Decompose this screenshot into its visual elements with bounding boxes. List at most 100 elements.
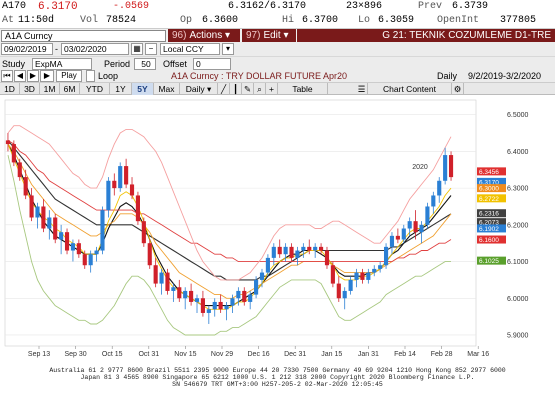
price-tag-label: 6.2316	[479, 211, 499, 218]
offset-input[interactable]: 0	[193, 58, 231, 70]
chart-content-button[interactable]: Chart Content	[368, 83, 452, 95]
candle-body	[147, 243, 152, 266]
edit-label: Edit	[263, 30, 281, 41]
line-chart-icon[interactable]: ╱	[218, 83, 230, 95]
price-tag-label: 6.2722	[479, 196, 499, 203]
candle-body	[200, 298, 205, 313]
price-tag-background	[477, 167, 506, 176]
candle-body	[189, 290, 194, 302]
page-title: G 21: TEKNIK COZUMLEME D1-TRE	[297, 29, 555, 43]
footer-line-2: Japan 81 3 4565 8900 Singapore 65 6212 1…	[80, 374, 475, 381]
series-line	[7, 140, 452, 263]
table-button[interactable]: Table	[278, 83, 328, 95]
offset-label: Offset	[163, 59, 187, 69]
currency-select[interactable]: Local CCY	[160, 43, 220, 55]
calendar-icon[interactable]: ▦	[131, 43, 143, 55]
tab-5y[interactable]: 5Y	[132, 83, 154, 95]
candle-body	[431, 195, 436, 207]
actions-label: Actions	[189, 30, 223, 41]
end-date-field[interactable]: 03/02/2020	[61, 43, 129, 55]
candle-body	[419, 224, 424, 233]
price-tag-label: 6.1600	[479, 237, 499, 244]
candle-chart-icon[interactable]: ┃	[230, 83, 242, 95]
prev-value: 6.3739	[452, 1, 489, 12]
candle-body	[224, 305, 229, 310]
candle-body	[348, 279, 353, 291]
study-select[interactable]: ExpMA	[32, 58, 92, 70]
price-tag-background	[477, 194, 506, 203]
candle-body	[389, 235, 395, 247]
loop-checkbox[interactable]	[86, 70, 95, 82]
candle-body	[307, 246, 312, 251]
command-toolbar: A1A Curncy 96) Actions ▾ 97) Edit ▾ G 21: …	[0, 28, 555, 43]
vol-value: 78524	[106, 15, 137, 26]
candle-body	[413, 221, 418, 233]
x-tick-label: Jan 15	[321, 351, 342, 358]
play-button[interactable]: Play	[56, 70, 82, 82]
tab-ytd[interactable]: YTD	[80, 83, 110, 95]
time-value: 11:50d	[18, 15, 55, 26]
time-label: At	[2, 15, 15, 26]
high-value: 6.3700	[302, 15, 339, 26]
x-tick-label: Sep 13	[28, 351, 50, 358]
study-row: Study ExpMA Period 50 Offset 0	[0, 56, 555, 70]
start-date-field[interactable]: 09/02/2019	[1, 43, 53, 55]
candle-body	[366, 272, 371, 280]
period-select[interactable]: Daily ▾	[180, 83, 218, 95]
skip-back-icon[interactable]: ⏮	[1, 70, 13, 82]
chevron-down-icon[interactable]: ▾	[222, 43, 234, 55]
tab-1d[interactable]: 1D	[0, 83, 20, 95]
x-tick-label: Nov 15	[174, 351, 196, 358]
tab-1y[interactable]: 1Y	[110, 83, 132, 95]
candle-body	[47, 217, 52, 229]
chart-content-icon[interactable]: ☰	[356, 83, 368, 95]
candle-body	[301, 246, 306, 251]
step-forward-icon[interactable]: ▶	[27, 70, 39, 82]
price-chart[interactable]: 6.5000 6.4000 6.3000 6.2000 6.1000 6.0000 5.90…	[0, 96, 555, 366]
x-tick-label: Dec 31	[284, 351, 306, 358]
open-label: Op	[180, 15, 193, 26]
draw-icon[interactable]: ✎	[242, 83, 254, 95]
x-tick-label: Nov 29	[211, 351, 233, 358]
candle-body	[17, 162, 22, 178]
candle-body	[407, 221, 412, 229]
tab-max[interactable]: Max	[154, 83, 180, 95]
price-tag-background	[477, 256, 506, 265]
candle-body	[372, 268, 377, 273]
edit-menu-button[interactable]: 97) Edit ▾	[242, 29, 296, 43]
step-back-icon[interactable]: ◀	[14, 70, 26, 82]
tab-1m[interactable]: 1M	[40, 83, 60, 95]
settings-icon[interactable]: ⚙	[452, 83, 464, 95]
candle-body	[425, 206, 430, 225]
chart-svg[interactable]: 6.5000 6.4000 6.3000 6.2000 6.1000 6.0000 5.90…	[0, 96, 555, 366]
edit-number: 97)	[246, 30, 261, 41]
play-icon[interactable]: ▶	[40, 70, 54, 82]
crosshair-icon[interactable]: +	[266, 83, 278, 95]
tab-6m[interactable]: 6M	[60, 83, 80, 95]
plot-area	[4, 99, 477, 347]
candle-body	[324, 250, 330, 266]
actions-menu-button[interactable]: 96) Actions ▾	[168, 29, 240, 43]
last-price: 6.3170	[38, 1, 78, 13]
x-tick-label: Feb 28	[431, 351, 453, 358]
candle-body	[378, 265, 383, 269]
period-input[interactable]: 50	[134, 58, 156, 70]
zoom-icon[interactable]: ⌕	[254, 83, 266, 95]
candle-body	[330, 265, 335, 284]
x-tick-label: Dec 16	[248, 351, 270, 358]
series-line	[7, 143, 452, 310]
price-tag-label: 6.1025	[479, 258, 499, 265]
candle-body	[35, 206, 40, 218]
footer-line-3: SN 546679 TRT GMT+3:00 H257-205-2 02-Mar…	[172, 381, 383, 388]
price-tag-label: 6.3000	[479, 186, 499, 193]
loop-label: Loop	[98, 71, 119, 81]
tab-3d[interactable]: 3D	[20, 83, 40, 95]
zoom-out-icon[interactable]: −	[145, 43, 157, 55]
price-tag-background	[477, 177, 506, 186]
candle-body	[53, 217, 58, 240]
candle-body	[383, 246, 389, 266]
footer-line-1: Australia 61 2 9777 8600 Brazil 5511 239…	[49, 367, 506, 374]
quote-header: A170 6.3170 -.0569 6.3162/6.3170 23×896 …	[0, 0, 555, 28]
security-input[interactable]: A1A Curncy	[1, 30, 166, 42]
bid-ask: 6.3162/6.3170	[228, 1, 307, 12]
